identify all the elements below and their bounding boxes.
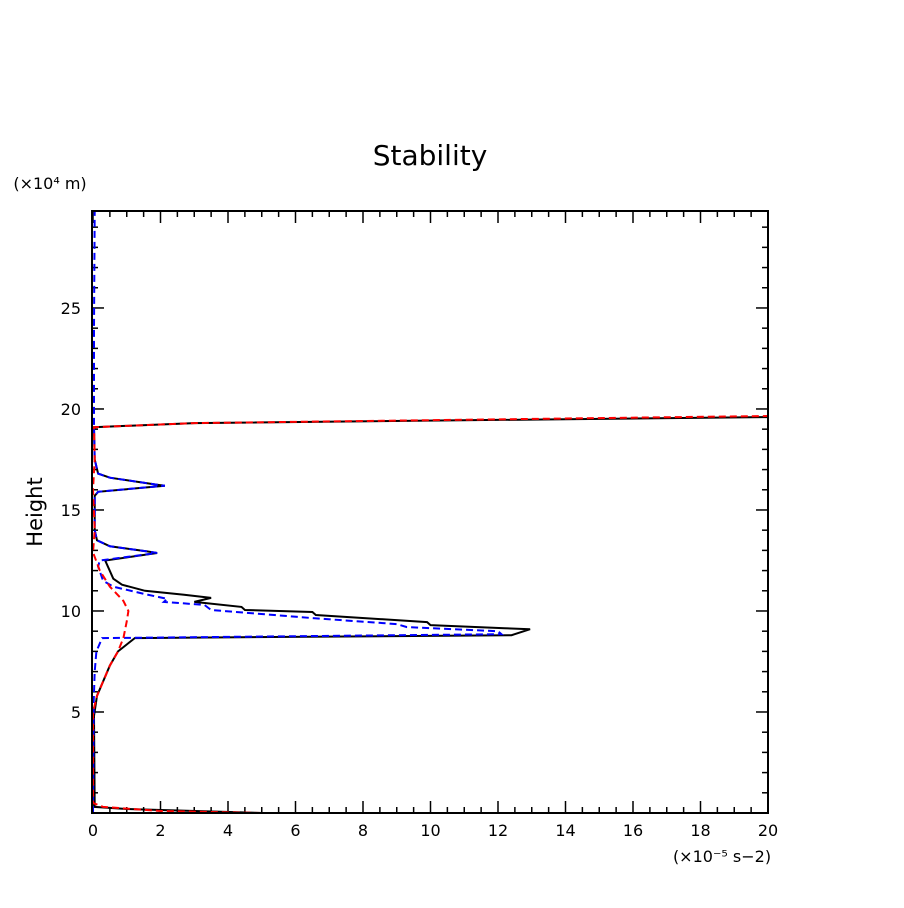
x-tick-label: 2 bbox=[155, 821, 165, 840]
series-black-solid bbox=[92, 416, 769, 814]
y-tick-label: 15 bbox=[61, 501, 81, 520]
x-tick-label: 0 bbox=[88, 821, 98, 840]
y-axis-label: Height bbox=[23, 477, 47, 546]
x-tick-label: 14 bbox=[555, 821, 575, 840]
x-tick-label: 16 bbox=[623, 821, 643, 840]
y-tick-label: 10 bbox=[61, 602, 81, 621]
y-unit-label: (×10⁴ m) bbox=[13, 174, 86, 193]
x-unit-label: (×10⁻⁵ s−2) bbox=[673, 847, 771, 866]
chart-title: Stability bbox=[373, 139, 488, 172]
series-blue-dashed bbox=[92, 210, 505, 814]
x-tick-label: 12 bbox=[488, 821, 508, 840]
series-red-dashed bbox=[91, 415, 769, 814]
x-tick-label: 6 bbox=[290, 821, 300, 840]
x-tick-label: 18 bbox=[690, 821, 710, 840]
y-tick-label: 5 bbox=[71, 703, 81, 722]
plot-frame bbox=[91, 210, 769, 814]
y-tick-label: 20 bbox=[61, 400, 81, 419]
x-tick-label: 8 bbox=[358, 821, 368, 840]
x-tick-label: 20 bbox=[758, 821, 778, 840]
y-tick-label: 25 bbox=[61, 299, 81, 318]
x-tick-label: 10 bbox=[420, 821, 440, 840]
x-tick-label: 4 bbox=[223, 821, 233, 840]
